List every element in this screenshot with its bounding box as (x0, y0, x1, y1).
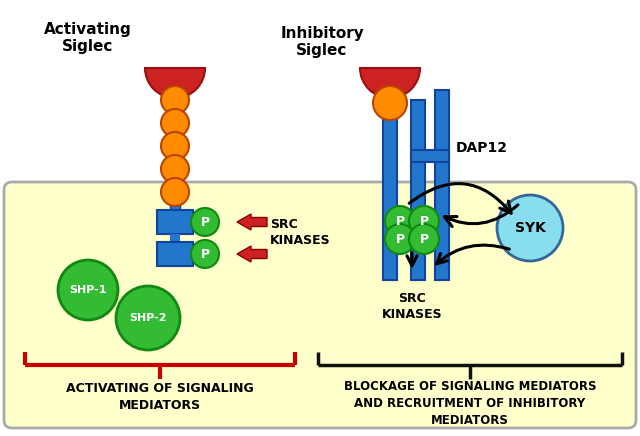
Wedge shape (145, 68, 205, 98)
Circle shape (191, 240, 219, 268)
Text: P: P (396, 215, 404, 228)
Circle shape (116, 286, 180, 350)
Circle shape (373, 86, 407, 120)
Circle shape (409, 206, 439, 236)
Bar (157, 210, 193, 234)
Text: P: P (396, 232, 404, 245)
Text: SRC
KINASES: SRC KINASES (381, 292, 442, 321)
Text: P: P (200, 215, 209, 228)
Text: P: P (200, 248, 209, 260)
Circle shape (161, 86, 189, 114)
Bar (170, 188, 180, 210)
Text: SHP-1: SHP-1 (69, 285, 107, 295)
Circle shape (161, 155, 189, 183)
FancyBboxPatch shape (4, 182, 636, 428)
Text: SYK: SYK (515, 221, 545, 235)
Text: P: P (419, 232, 429, 245)
Bar (435, 90, 449, 280)
Text: ACTIVATING OF SIGNALING
MEDIATORS: ACTIVATING OF SIGNALING MEDIATORS (66, 382, 254, 412)
Circle shape (385, 224, 415, 254)
Text: P: P (419, 215, 429, 228)
Circle shape (161, 178, 189, 206)
Wedge shape (360, 68, 420, 98)
Text: SHP-2: SHP-2 (129, 313, 167, 323)
Bar (411, 100, 425, 280)
Circle shape (58, 260, 118, 320)
Circle shape (191, 208, 219, 236)
Circle shape (161, 132, 189, 160)
Text: Inhibitory
Siglec: Inhibitory Siglec (280, 26, 364, 58)
Text: Activating
Siglec: Activating Siglec (44, 22, 132, 54)
FancyArrow shape (237, 246, 267, 262)
Bar (383, 115, 397, 280)
Text: SRC
KINASES: SRC KINASES (270, 218, 331, 246)
Bar (157, 242, 193, 266)
FancyArrow shape (237, 214, 267, 230)
Circle shape (497, 195, 563, 261)
Bar (170, 234, 180, 242)
Circle shape (161, 109, 189, 137)
Circle shape (385, 206, 415, 236)
Bar (411, 150, 449, 162)
Text: BLOCKAGE OF SIGNALING MEDIATORS
AND RECRUITMENT OF INHIBITORY
MEDIATORS: BLOCKAGE OF SIGNALING MEDIATORS AND RECR… (344, 380, 596, 427)
Text: DAP12: DAP12 (456, 141, 508, 155)
Circle shape (409, 224, 439, 254)
